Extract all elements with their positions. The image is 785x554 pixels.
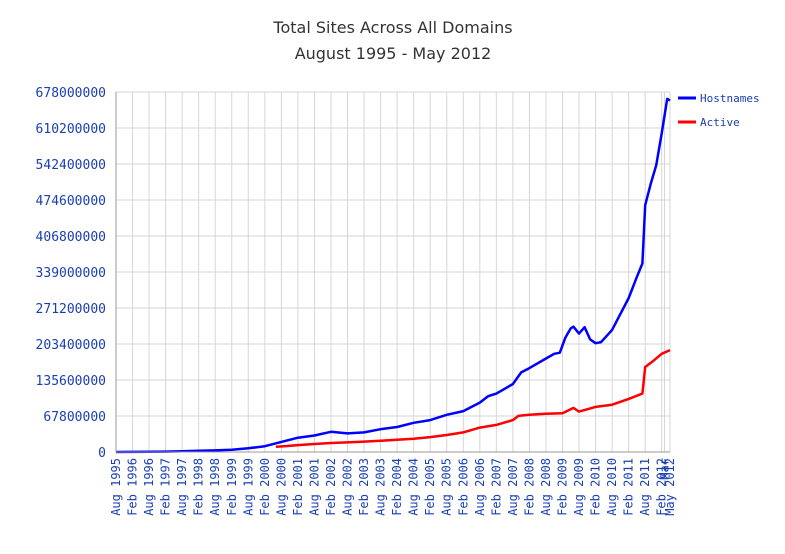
x-tick-label: Mar	[657, 458, 671, 480]
x-tick-label: Feb 1996	[126, 458, 140, 516]
x-tick-label: Feb 1999	[225, 458, 239, 516]
y-tick-label: 271200000	[36, 302, 106, 317]
x-tick-label: Aug 1996	[142, 458, 156, 516]
y-tick-label: 67800000	[43, 410, 106, 425]
legend: Hostnames Active	[678, 92, 760, 129]
series-line-active	[275, 348, 671, 448]
x-tick-label: Aug 1998	[208, 458, 222, 516]
x-tick-label: Feb 2008	[522, 458, 536, 516]
x-tick-label: Feb 2002	[324, 458, 338, 516]
x-tick-label: Feb 2007	[489, 458, 503, 516]
chart-subtitle: August 1995 - May 2012	[295, 44, 492, 63]
x-tick-label: Aug 1999	[241, 458, 255, 516]
x-tick-label: Feb 2001	[291, 458, 305, 516]
y-tick-label: 678000000	[36, 86, 106, 101]
legend-label-active: Active	[700, 116, 740, 129]
x-tick-label: Aug 1997	[175, 458, 189, 516]
y-tick-label: 406800000	[36, 230, 106, 245]
grid	[115, 91, 671, 453]
x-tick-label: Feb 2003	[357, 458, 371, 516]
y-axis: 6780000006102000005424000004746000004068…	[36, 86, 106, 461]
x-tick-label: Feb 2005	[423, 458, 437, 516]
x-tick-label: Aug 2011	[638, 458, 652, 516]
x-tick-label: Feb 2004	[390, 458, 404, 516]
x-tick-label: Feb 2011	[622, 458, 636, 516]
y-tick-label: 203400000	[36, 338, 106, 353]
chart-title: Total Sites Across All Domains	[272, 18, 512, 37]
y-tick-label: 135600000	[36, 374, 106, 389]
x-tick-label: Aug 2009	[572, 458, 586, 516]
x-tick-label: Feb 2009	[556, 458, 570, 516]
x-tick-label: Feb 1998	[192, 458, 206, 516]
x-tick-label: Aug 2008	[539, 458, 553, 516]
x-tick-label: May 2012	[663, 458, 677, 516]
x-tick-label: Feb 2000	[258, 458, 272, 516]
x-tick-label: Feb 1997	[159, 458, 173, 516]
x-axis: Aug 1995 Feb 1996 Aug 1996 Feb 1997 Aug 1997…	[109, 458, 677, 516]
x-tick-label: Aug 2007	[506, 458, 520, 516]
y-tick-label: 339000000	[36, 266, 106, 281]
x-tick-label: Aug 2006	[473, 458, 487, 516]
x-tick-label: Aug 2003	[374, 458, 388, 516]
legend-label-hostnames: Hostnames	[700, 92, 760, 105]
x-tick-label: Aug 2010	[605, 458, 619, 516]
x-tick-label: Feb 2006	[456, 458, 470, 516]
x-tick-label: Aug 2004	[407, 458, 421, 516]
x-tick-label: Aug 1995	[109, 458, 123, 516]
y-tick-label: 474600000	[36, 194, 106, 209]
series-group	[115, 97, 671, 454]
y-tick-label: 0	[98, 446, 106, 461]
x-tick-label: Aug 2005	[440, 458, 454, 516]
y-tick-label: 542400000	[36, 158, 106, 173]
y-tick-label: 610200000	[36, 122, 106, 137]
x-tick-label: Feb 2010	[589, 458, 603, 516]
x-tick-label: Aug 2001	[307, 458, 321, 516]
x-tick-label: Aug 2002	[341, 458, 355, 516]
x-tick-label: Aug 2000	[274, 458, 288, 516]
series-line-hostnames	[115, 97, 671, 454]
x-tick-label: Feb 2012	[655, 458, 669, 516]
